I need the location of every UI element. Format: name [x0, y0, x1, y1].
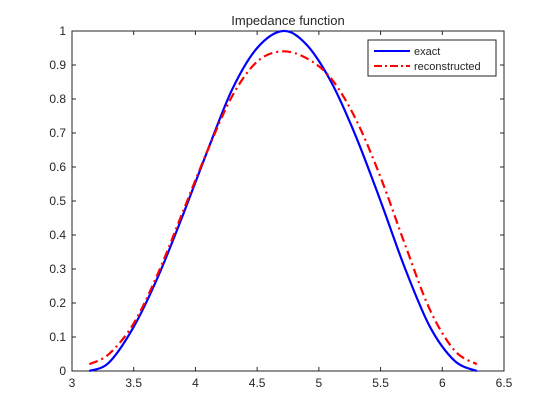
y-tick-label: 0.7	[49, 126, 66, 140]
legend-label-reconstructed: reconstructed	[414, 61, 481, 73]
y-tick-label: 0.2	[49, 296, 66, 310]
ticks-layer: 3 3.5 4 4.5 5 5.5 6 6.5 0 0.1 0.2 0.3 0.4 0.5 0.6 0.7 0.…	[49, 24, 512, 390]
x-tick-label: 5.5	[372, 376, 389, 390]
y-tick-label: 0.6	[49, 160, 66, 174]
y-tick-label: 1	[59, 24, 66, 38]
y-tick-label: 0	[59, 364, 66, 378]
x-tick-label: 5	[316, 376, 323, 390]
legend-label-exact: exact	[414, 46, 440, 58]
x-tick-label: 3.5	[125, 376, 142, 390]
y-tick-label: 0.8	[49, 92, 66, 106]
series-layer	[88, 29, 478, 373]
legend-box	[367, 39, 497, 77]
series-line-exact	[88, 29, 478, 373]
legend: exact reconstructed	[367, 39, 497, 77]
x-tick-label: 4	[192, 376, 199, 390]
y-tick-label: 0.9	[49, 58, 66, 72]
x-tick-label: 4.5	[249, 376, 266, 390]
x-tick-label: 6	[439, 376, 446, 390]
y-tick-label: 0.1	[49, 330, 66, 344]
plot-area	[71, 30, 505, 372]
y-tick-label: 0.5	[49, 194, 66, 208]
x-tick-label: 3	[69, 376, 76, 390]
chart-title: Impedance function	[231, 13, 344, 28]
y-tick-label: 0.4	[49, 228, 66, 242]
x-tick-label: 6.5	[496, 376, 513, 390]
y-tick-label: 0.3	[49, 262, 66, 276]
